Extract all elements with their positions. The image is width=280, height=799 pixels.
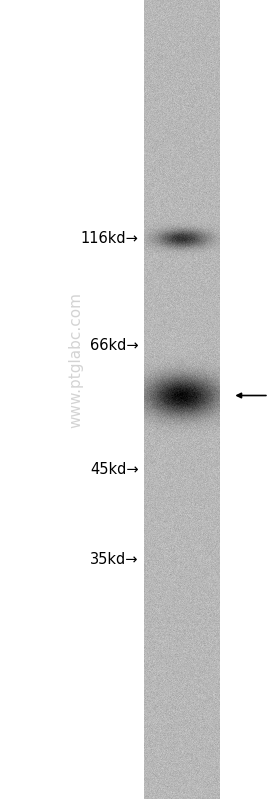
Text: 45kd→: 45kd→ <box>90 463 139 477</box>
Text: www.ptglabc.com: www.ptglabc.com <box>68 292 83 427</box>
Text: 66kd→: 66kd→ <box>90 338 139 352</box>
Text: 35kd→: 35kd→ <box>90 552 139 566</box>
Text: 116kd→: 116kd→ <box>81 231 139 245</box>
